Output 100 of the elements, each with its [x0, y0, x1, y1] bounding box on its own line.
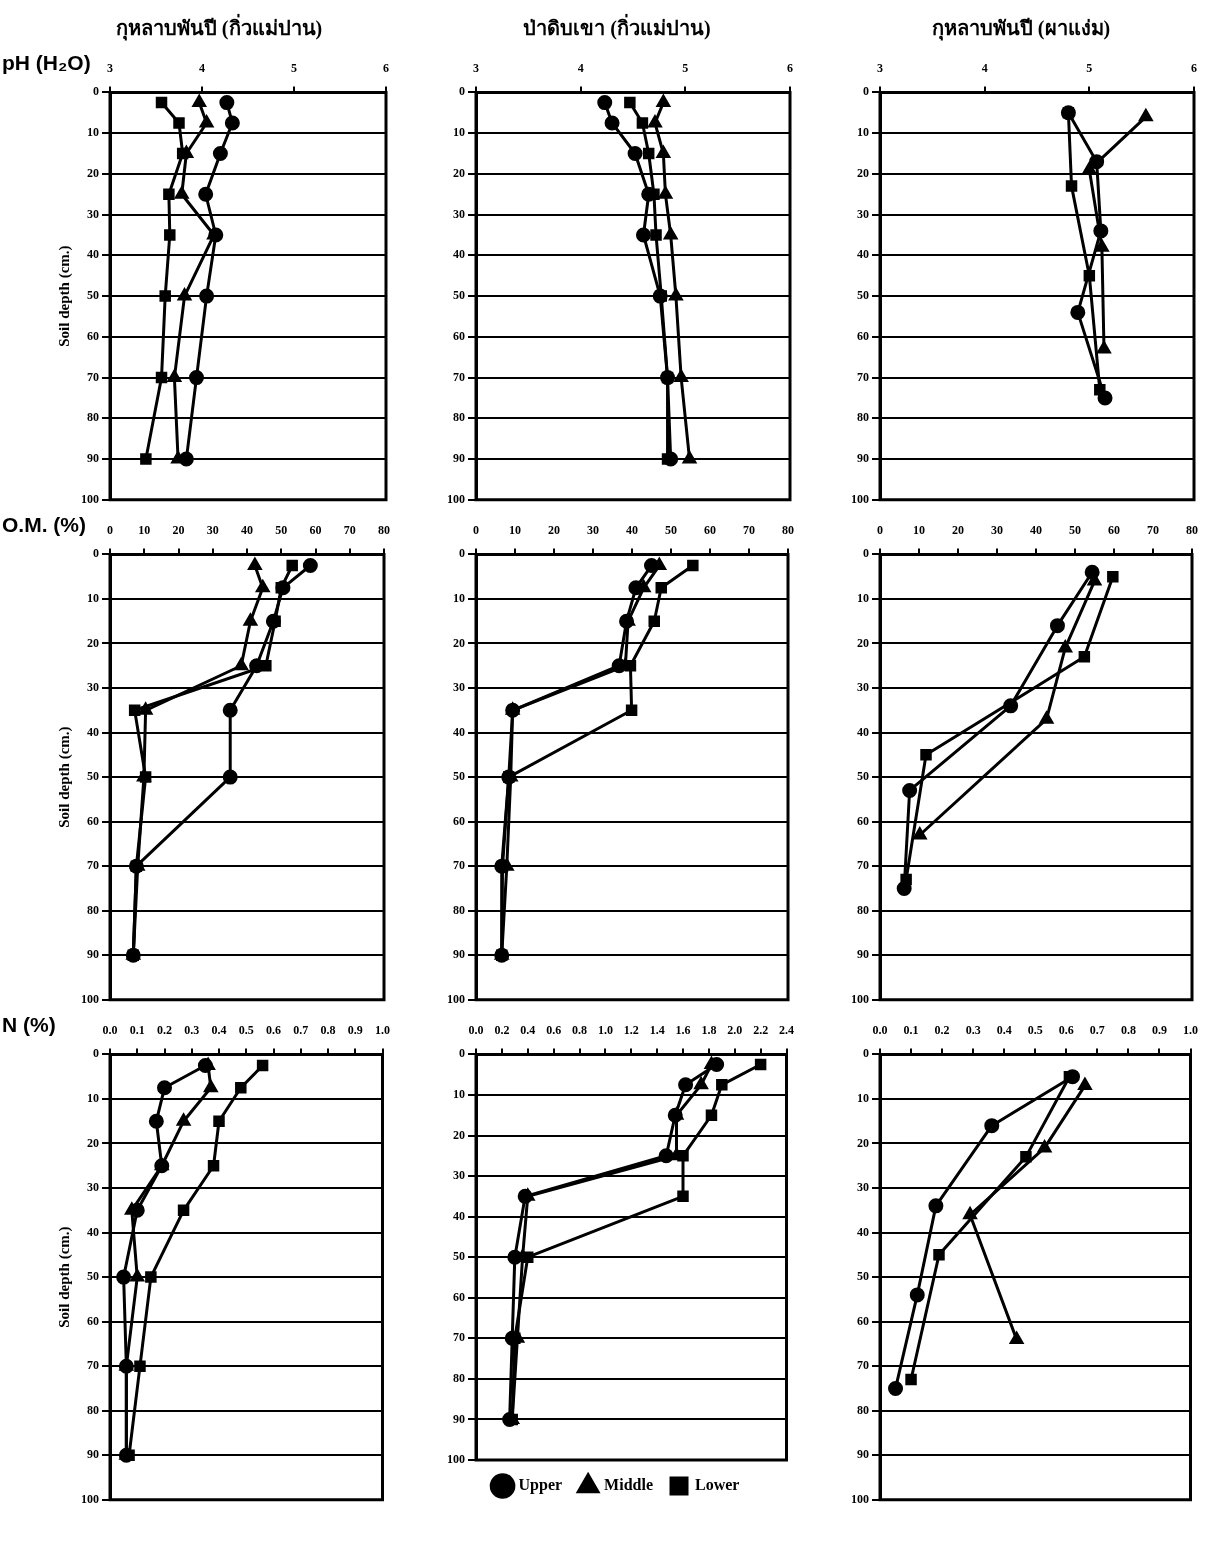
- y-tick-label: 40: [857, 724, 869, 739]
- x-tick-label: 20: [952, 523, 964, 538]
- y-tick-label: 20: [453, 165, 465, 180]
- y-tick-label: 100: [81, 1491, 99, 1506]
- y-tick-label: 30: [857, 206, 869, 221]
- y-tick-label: 10: [453, 125, 465, 140]
- y-axis-title: Soil depth (cm.): [55, 245, 73, 347]
- y-tick-label: 40: [87, 724, 99, 739]
- x-tick-label: 0.4: [211, 1023, 227, 1038]
- y-tick-label: 20: [87, 165, 99, 180]
- x-tick-label: 1.6: [675, 1023, 691, 1038]
- chart-title: ป่าดิบเขา (กิ่วแม่ปาน): [523, 13, 711, 41]
- y-tick-label: 30: [87, 206, 99, 221]
- x-tick-label: 1.4: [649, 1023, 665, 1038]
- y-tick-label: 100: [851, 491, 869, 506]
- y-tick-label: 90: [453, 451, 465, 466]
- y-tick-label: 60: [857, 328, 869, 343]
- y-tick-label: 90: [453, 947, 465, 962]
- y-tick-label: 90: [857, 947, 869, 962]
- y-tick-label: 70: [453, 858, 465, 873]
- y-tick-label: 40: [453, 724, 465, 739]
- y-tick-label: 0: [863, 1046, 869, 1061]
- y-tick-label: 90: [87, 451, 99, 466]
- y-tick-label: 30: [453, 206, 465, 221]
- x-tick-label: 20: [548, 523, 560, 538]
- y-tick-label: 80: [857, 902, 869, 917]
- y-tick-label: 80: [857, 410, 869, 425]
- y-tick-label: 80: [87, 410, 99, 425]
- x-tick-label: 40: [1030, 523, 1042, 538]
- y-tick-label: 50: [857, 769, 869, 784]
- x-tick-label: 70: [743, 523, 755, 538]
- x-tick-label: 4: [981, 61, 988, 76]
- x-tick-label: 20: [172, 523, 185, 538]
- y-tick-label: 100: [447, 1452, 465, 1467]
- y-tick-label: 10: [87, 591, 99, 606]
- x-tick-label: 0.8: [572, 1023, 587, 1038]
- y-tick-label: 100: [447, 491, 465, 506]
- x-tick-label: 70: [343, 523, 356, 538]
- y-tick-label: 0: [459, 546, 465, 561]
- x-tick-label: 30: [991, 523, 1003, 538]
- x-tick-label: 5: [1086, 61, 1093, 76]
- x-tick-label: 50: [275, 523, 288, 538]
- y-axis-title: Soil depth (cm.): [55, 1226, 73, 1328]
- y-tick-label: 60: [453, 328, 465, 343]
- x-tick-label: 5: [682, 61, 689, 76]
- x-tick-label: 0.9: [347, 1023, 363, 1038]
- y-tick-label: 40: [453, 247, 465, 262]
- y-tick-label: 30: [857, 680, 869, 695]
- x-tick-label: 0.4: [996, 1023, 1012, 1038]
- y-tick-label: 90: [453, 1411, 465, 1426]
- y-tick-label: 60: [453, 1289, 465, 1304]
- y-tick-label: 20: [453, 635, 465, 650]
- x-tick-label: 0.6: [546, 1023, 562, 1038]
- x-tick-label: 1.0: [1183, 1023, 1198, 1038]
- x-tick-label: 5: [291, 61, 297, 76]
- x-tick-label: 0.5: [238, 1023, 254, 1038]
- x-tick-label: 1.0: [597, 1023, 613, 1038]
- y-tick-label: 20: [857, 635, 869, 650]
- y-tick-label: 10: [857, 591, 869, 606]
- y-tick-label: 100: [81, 991, 99, 1006]
- y-tick-label: 30: [857, 1180, 869, 1195]
- x-tick-label: 0.0: [468, 1023, 484, 1038]
- y-tick-label: 50: [453, 1249, 465, 1264]
- y-tick-label: 20: [87, 635, 99, 650]
- x-axis-title: pH (H₂O): [2, 50, 91, 74]
- x-tick-label: 3: [107, 61, 113, 76]
- y-tick-label: 10: [453, 1087, 465, 1102]
- y-tick-label: 70: [87, 1358, 99, 1373]
- x-tick-label: 0.8: [1120, 1023, 1136, 1038]
- x-tick-label: 0.2: [934, 1023, 950, 1038]
- x-tick-label: 1.2: [623, 1023, 639, 1038]
- x-tick-label: 10: [913, 523, 925, 538]
- y-tick-label: 100: [81, 491, 99, 506]
- x-tick-label: 60: [309, 523, 322, 538]
- x-tick-label: 3: [473, 61, 479, 76]
- y-tick-label: 10: [87, 125, 99, 140]
- y-tick-label: 80: [453, 410, 465, 425]
- y-tick-label: 10: [857, 125, 869, 140]
- y-tick-label: 0: [459, 1046, 465, 1061]
- x-tick-label: 0.7: [1089, 1023, 1105, 1038]
- y-tick-label: 50: [87, 288, 99, 303]
- y-tick-label: 90: [857, 451, 869, 466]
- x-tick-label: 40: [241, 523, 253, 538]
- y-tick-label: 90: [87, 947, 99, 962]
- x-tick-label: 10: [138, 523, 151, 538]
- y-tick-label: 50: [453, 769, 465, 784]
- x-tick-label: 30: [587, 523, 599, 538]
- x-tick-label: 0.1: [129, 1023, 145, 1038]
- y-tick-label: 60: [87, 1313, 99, 1328]
- y-tick-label: 50: [87, 769, 99, 784]
- y-tick-label: 50: [87, 1269, 99, 1284]
- x-tick-label: 4: [199, 61, 205, 76]
- y-tick-label: 40: [87, 1224, 99, 1239]
- y-tick-label: 60: [87, 328, 99, 343]
- x-tick-label: 0.9: [1151, 1023, 1167, 1038]
- x-tick-label: 0.6: [1058, 1023, 1074, 1038]
- y-tick-label: 30: [453, 1168, 465, 1183]
- y-tick-label: 40: [857, 1224, 869, 1239]
- x-tick-label: 80: [782, 523, 794, 538]
- y-tick-label: 60: [87, 813, 99, 828]
